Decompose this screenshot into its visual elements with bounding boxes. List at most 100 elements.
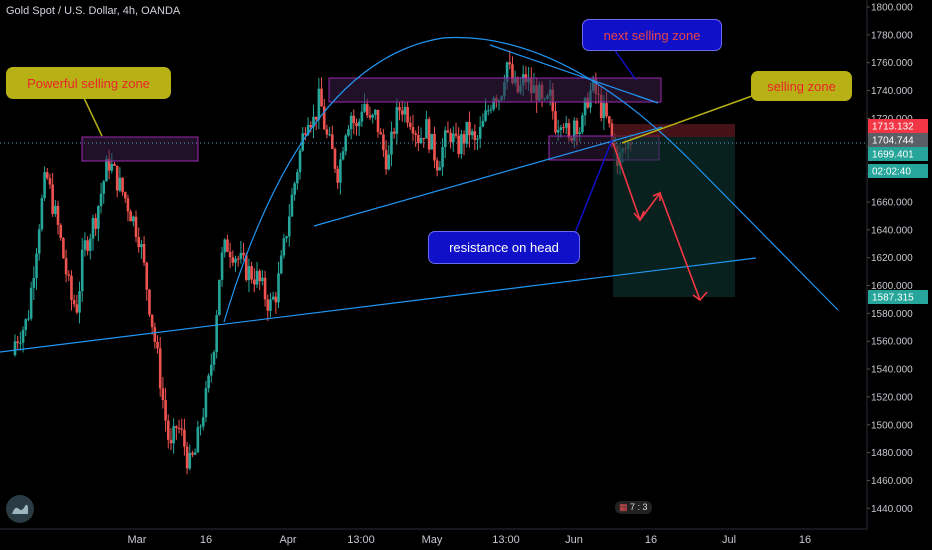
candle-body [40, 198, 44, 230]
x-tick-label: 16 [200, 534, 212, 546]
candle-body [215, 315, 218, 353]
candle-body [586, 97, 590, 108]
candle-body [435, 160, 439, 171]
candle-body [427, 119, 431, 150]
next-callout-pointer [613, 48, 637, 81]
candle-body [105, 158, 108, 182]
candle-body [123, 192, 127, 199]
candle-body [37, 229, 41, 254]
candle-body [355, 123, 358, 127]
candle-body [452, 133, 455, 143]
candle-body [390, 131, 393, 155]
candle-body [446, 130, 450, 133]
y-tick-label: 1660.000 [871, 197, 913, 208]
candle-body [460, 134, 463, 154]
candle-body [408, 122, 412, 128]
candle-body [462, 134, 466, 144]
candle-body [398, 107, 401, 111]
callout-selling-zone: selling zone [751, 71, 852, 101]
candle-body [508, 62, 512, 65]
candle-body [164, 399, 167, 421]
candle-body [121, 177, 124, 193]
candle-body [253, 279, 256, 285]
rounding-top-arc[interactable] [223, 36, 839, 323]
y-tick-label: 1760.000 [871, 58, 913, 69]
candle-body [132, 216, 135, 222]
candle-body [607, 116, 611, 124]
candle-body [290, 194, 294, 217]
candle-body [156, 341, 159, 349]
candle-body [129, 211, 132, 222]
candle-body [226, 239, 229, 252]
candle-body [43, 172, 46, 199]
candle-body [199, 426, 202, 428]
candle-body [277, 273, 280, 303]
short-stop-area[interactable] [613, 124, 735, 137]
candle-body [395, 107, 399, 134]
candle-body [140, 244, 143, 248]
candle-body [406, 106, 409, 123]
powerful-selling-zone-box[interactable] [81, 136, 199, 162]
candle-body [433, 133, 436, 161]
candle-body [54, 205, 57, 214]
chart-title: Gold Spot / U.S. Dollar, 4h, OANDA [6, 5, 181, 17]
projection-arrowhead-2 [652, 191, 661, 201]
candle-body [13, 341, 17, 356]
badge-count: 7 : 3 [630, 502, 648, 512]
candle-body [148, 289, 151, 315]
candle-body [99, 193, 103, 207]
candle-body [610, 123, 614, 137]
y-tick-label: 1520.000 [871, 392, 913, 403]
candle-body [236, 258, 240, 260]
candle-body [244, 255, 248, 281]
candle-body [422, 137, 426, 139]
candle-body [312, 116, 315, 128]
candle-body [486, 110, 490, 112]
y-tick-label: 1780.000 [871, 30, 913, 41]
candle-body [279, 255, 283, 274]
y-tick-label: 1620.000 [871, 253, 913, 264]
candle-body [175, 426, 178, 428]
candle-body [293, 183, 296, 195]
candle-body [414, 133, 417, 136]
x-tick-label: 16 [645, 534, 657, 546]
candle-body [417, 135, 420, 144]
x-tick-label: Mar [128, 534, 147, 546]
candle-body [357, 121, 361, 127]
candle-body [564, 123, 568, 128]
candle-body [438, 167, 442, 171]
y-tick-label: 1800.000 [871, 3, 913, 14]
time-axis[interactable]: Mar 16 Apr 13:00 May 13:00 Jun 16 Jul 16 [0, 528, 867, 546]
short-target-area[interactable] [613, 137, 735, 297]
candle-body [476, 138, 479, 140]
selling-callout-pointer [621, 95, 753, 144]
candle-body [201, 417, 205, 427]
candle-body [250, 266, 253, 280]
upper-trendline[interactable] [489, 44, 659, 104]
candle-body [320, 88, 323, 107]
projection-path[interactable] [612, 142, 701, 301]
resistance-callout-pointer [574, 139, 613, 234]
next-selling-zone-box[interactable] [328, 77, 662, 103]
flag-badge[interactable]: ▦ 7 : 3 [615, 501, 652, 514]
candle-body [212, 352, 216, 365]
candle-body [62, 238, 65, 259]
tradingview-logo-icon[interactable] [6, 495, 34, 523]
price-tag [868, 290, 928, 304]
candle-body [454, 133, 458, 136]
lower-trendline[interactable] [0, 257, 757, 353]
candle-body [481, 120, 485, 127]
candle-body [465, 121, 469, 144]
candle-body [255, 270, 259, 285]
candle-body [64, 258, 68, 275]
candle-body [376, 109, 380, 133]
candle-body [336, 168, 339, 183]
candle-body [134, 216, 138, 238]
neckline-trendline[interactable] [313, 126, 663, 227]
drawings-layer [0, 36, 867, 353]
candle-body [296, 172, 299, 184]
candle-body [430, 133, 434, 150]
candle-body [102, 181, 106, 194]
x-tick-label: Jul [722, 534, 736, 546]
candle-body [392, 131, 396, 134]
